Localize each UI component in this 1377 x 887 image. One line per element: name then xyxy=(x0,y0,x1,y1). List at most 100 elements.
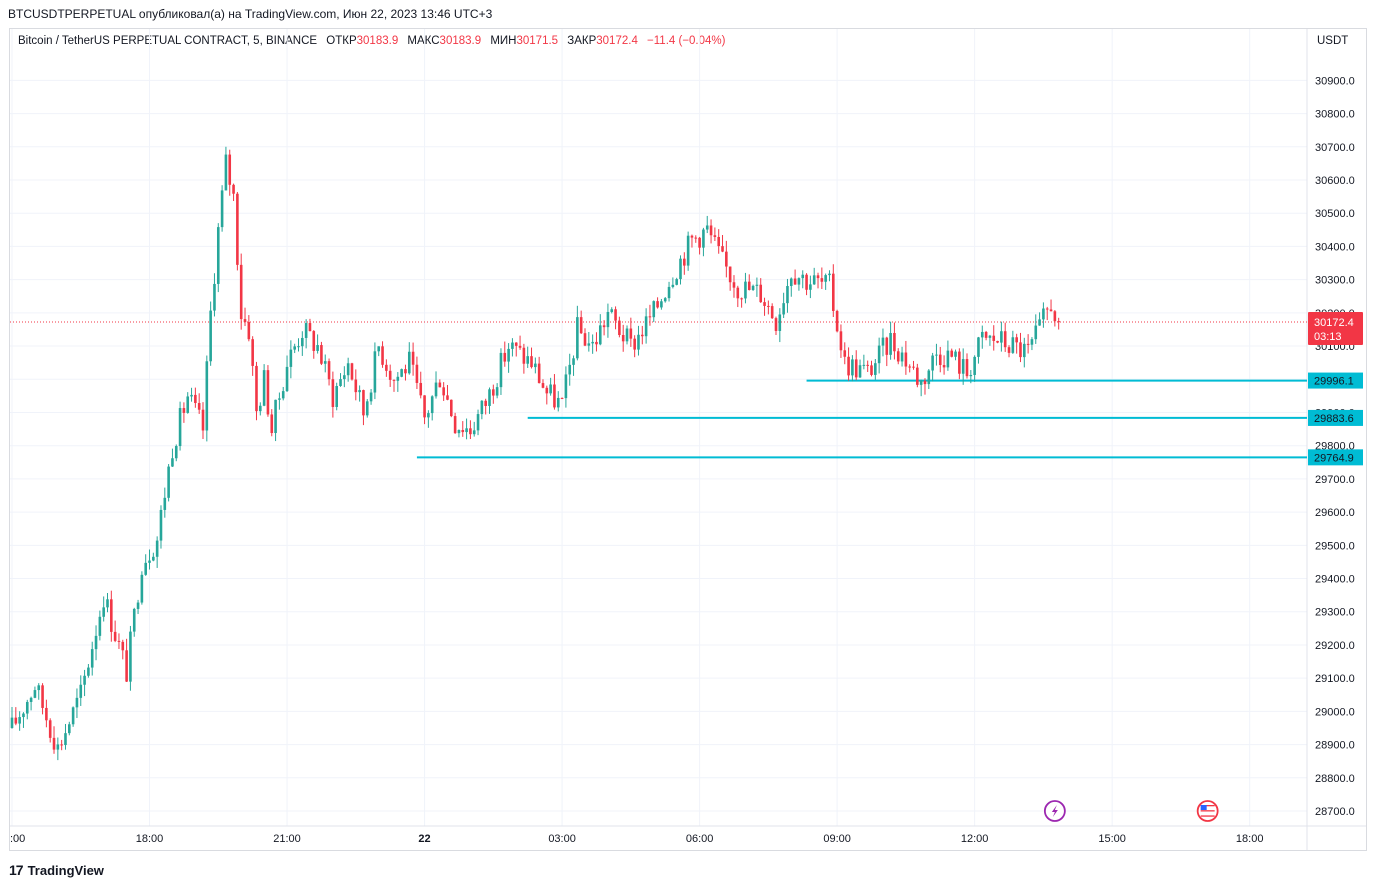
candle-body xyxy=(10,717,14,728)
candle-body xyxy=(896,351,900,362)
candle-body xyxy=(633,338,636,350)
published-caption: BTCUSDTPERPETUAL опубликовал(а) на Tradi… xyxy=(8,7,493,21)
price-axis: 28700.0 28800.0 28900.0 29000.0 29100.0 29200… xyxy=(1315,75,1355,818)
candle-body xyxy=(522,347,526,364)
candle-body xyxy=(56,744,60,750)
high-label: МАКС xyxy=(407,35,440,47)
candle-body xyxy=(102,607,105,617)
candle-body xyxy=(358,390,361,393)
symbol-description[interactable]: Bitcoin / TetherUS PERPETUAL CONTRACT, 5… xyxy=(18,35,318,47)
candle-body xyxy=(832,273,835,311)
candle-body xyxy=(323,361,327,364)
candle-body xyxy=(946,350,950,368)
candle-body xyxy=(1007,347,1011,353)
candle-body xyxy=(984,331,988,338)
candle-body xyxy=(377,346,381,352)
candle-body xyxy=(698,237,701,248)
time-tick-label: 15:00 xyxy=(1098,833,1126,845)
flag-stripe xyxy=(1200,807,1215,809)
candle-body xyxy=(652,301,656,318)
candle-body xyxy=(717,236,720,247)
candle-body xyxy=(220,190,224,228)
candle-body xyxy=(721,246,724,252)
candle-body xyxy=(392,379,396,381)
candle-body xyxy=(621,335,625,342)
candle-body xyxy=(518,345,522,348)
candle-body xyxy=(327,361,331,380)
candle-body xyxy=(751,285,755,290)
candle-body xyxy=(591,341,594,344)
candle-body xyxy=(854,359,858,378)
candle-body xyxy=(186,396,190,413)
level-price-label: 29883.6 xyxy=(1314,413,1354,425)
candle-body xyxy=(190,394,193,397)
candle-body xyxy=(820,278,824,282)
candle-body xyxy=(415,364,419,383)
candle-body xyxy=(793,278,797,285)
candle-body xyxy=(174,446,178,459)
candle-body xyxy=(427,413,430,418)
candle-body xyxy=(816,275,820,279)
candle-body xyxy=(87,667,90,676)
candle-body xyxy=(537,363,541,384)
tradingview-footer[interactable]: 17 TradingView xyxy=(9,862,104,878)
candle-body xyxy=(1000,331,1003,343)
candle-body xyxy=(255,365,258,412)
candle-body xyxy=(25,701,29,714)
candle-body xyxy=(713,235,717,237)
candle-body xyxy=(396,376,400,381)
candle-body xyxy=(41,685,44,708)
candle-body xyxy=(507,348,510,362)
candle-body xyxy=(469,428,472,435)
chart-grid xyxy=(10,29,1366,850)
candle-body xyxy=(48,720,52,738)
candle-body xyxy=(877,345,881,364)
candle-body xyxy=(912,366,915,368)
candle-body xyxy=(106,599,109,608)
candle-body xyxy=(667,286,671,299)
candle-body xyxy=(954,351,957,357)
candle-body xyxy=(656,301,659,308)
candle-body xyxy=(369,392,373,402)
candle-body xyxy=(736,287,740,299)
current-price-tag xyxy=(1308,312,1363,346)
event-markers xyxy=(1043,800,1219,822)
candle-body xyxy=(365,401,369,416)
candle-body xyxy=(224,154,228,191)
candle-body xyxy=(438,382,442,388)
candle-body xyxy=(1034,325,1038,340)
candle-body xyxy=(977,337,980,357)
candles xyxy=(10,146,1060,761)
candle-body xyxy=(572,358,575,365)
candle-body xyxy=(94,635,98,650)
candle-body xyxy=(961,359,965,374)
candle-body xyxy=(534,363,537,368)
candle-body xyxy=(270,414,274,434)
price-tick-label: 30800.0 xyxy=(1315,109,1355,121)
candle-body xyxy=(167,466,170,498)
candle-body xyxy=(278,398,281,400)
candle-body xyxy=(564,374,568,399)
time-tick-label: 06:00 xyxy=(686,833,714,845)
candle-body xyxy=(942,365,946,368)
candle-body xyxy=(568,364,572,375)
candle-body xyxy=(1026,343,1030,345)
price-tick-label: 30900.0 xyxy=(1315,75,1355,87)
candle-body xyxy=(434,382,438,397)
candle-body xyxy=(965,359,969,377)
candle-body xyxy=(132,608,136,632)
candle-body xyxy=(858,365,862,378)
candle-body xyxy=(216,227,220,284)
chart-frame xyxy=(9,28,1367,851)
price-tick-label: 30600.0 xyxy=(1315,175,1355,187)
candle-body xyxy=(958,351,961,374)
price-tick-label: 29000.0 xyxy=(1315,706,1355,718)
candle-body xyxy=(316,345,319,351)
currency-unit[interactable]: USDT xyxy=(1317,35,1349,47)
candle-body xyxy=(835,310,839,332)
candle-body xyxy=(182,408,186,413)
change-value: −11.4 (−0.04%) xyxy=(647,35,726,47)
candle-body xyxy=(874,363,877,375)
candle-body xyxy=(805,274,808,290)
